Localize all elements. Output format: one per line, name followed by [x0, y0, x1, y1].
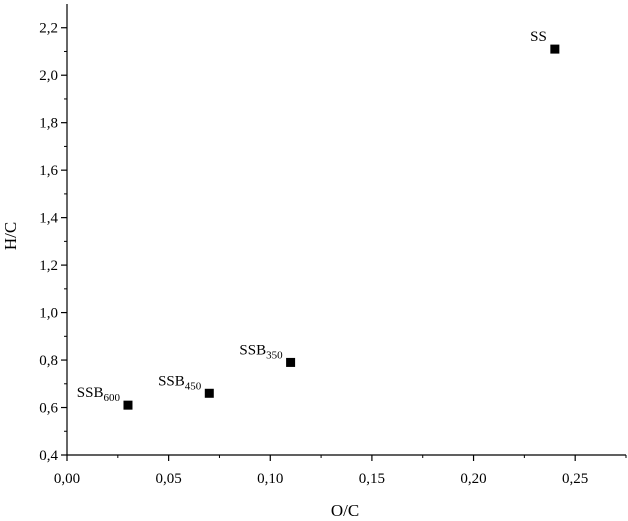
- y-tick-label: 2,0: [39, 68, 58, 84]
- x-axis-ticks: 0,00 0,05 0,10 0,15 0,20 0,25: [54, 455, 627, 487]
- x-tick-label: 0,20: [460, 471, 486, 487]
- data-point-label: SSB450: [158, 373, 202, 392]
- y-axis-ticks: 0,4 0,6 0,8 1,0 1,2 1,4 1,6 1,8 2,0 2,2: [39, 21, 67, 464]
- x-axis-title: O/C: [331, 501, 359, 520]
- y-tick-label: 0,4: [39, 448, 58, 464]
- x-tick-label: 0,15: [359, 471, 385, 487]
- y-tick-label: 2,2: [39, 21, 58, 37]
- y-tick-label: 1,0: [39, 306, 58, 322]
- x-tick-label: 0,00: [54, 471, 80, 487]
- data-points: SSB600 SSB450 SSB350 SS: [77, 29, 560, 410]
- y-tick-label: 1,4: [39, 211, 58, 227]
- x-tick-label: 0,05: [156, 471, 182, 487]
- x-tick-label: 0,10: [257, 471, 283, 487]
- y-tick-label: 0,8: [39, 353, 58, 369]
- y-tick-label: 1,6: [39, 163, 58, 179]
- y-axis-title: H/C: [1, 222, 20, 250]
- data-point-marker: [286, 357, 296, 367]
- data-point-marker: [123, 400, 133, 410]
- y-tick-label: 1,2: [39, 258, 58, 274]
- data-point-label: SS: [530, 29, 547, 45]
- data-point-label: SSB350: [239, 342, 283, 361]
- y-tick-label: 0,6: [39, 401, 58, 417]
- x-tick-label: 0,25: [562, 471, 588, 487]
- axes: [66, 4, 626, 456]
- y-tick-label: 1,8: [39, 116, 58, 132]
- data-point-label: SSB600: [77, 385, 121, 404]
- data-point-marker: [550, 44, 560, 54]
- data-point-marker: [204, 388, 214, 398]
